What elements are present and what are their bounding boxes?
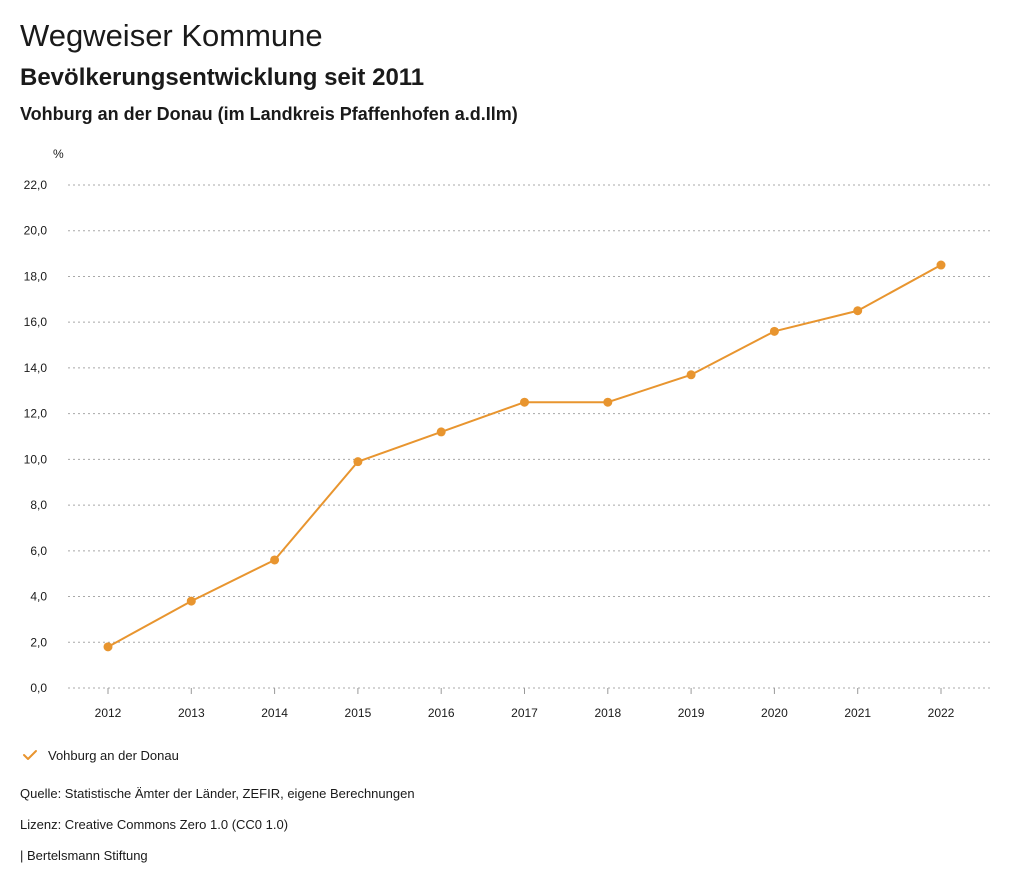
y-axis: 0,0 2,0 4,0 6,0 8,0 10,0 12,0 14,0 16,0 18,0 20,0 2… (24, 178, 48, 695)
data-point[interactable] (853, 306, 863, 316)
grid-lines (68, 184, 990, 689)
y-tick-label: 22,0 (24, 178, 48, 192)
data-point[interactable] (769, 326, 779, 336)
y-tick-label: 6,0 (30, 544, 47, 558)
data-point[interactable] (270, 555, 280, 565)
y-tick-label: 2,0 (30, 635, 47, 649)
y-tick-label: 20,0 (24, 224, 48, 238)
x-tick-label: 2021 (844, 706, 871, 720)
y-tick-label: 10,0 (24, 452, 48, 466)
x-axis: 2012 2013 2014 2015 2016 2017 2018 2019 2020 2021… (95, 688, 955, 720)
chart-subtitle: Bevölkerungsentwicklung seit 2011 (20, 64, 425, 91)
x-tick-label: 2020 (761, 706, 788, 720)
y-tick-label: 18,0 (24, 269, 48, 283)
x-tick-label: 2017 (511, 706, 538, 720)
y-tick-label: 14,0 (24, 361, 48, 375)
legend[interactable]: Vohburg an der Donau (22, 745, 179, 765)
data-point[interactable] (686, 370, 696, 380)
x-tick-label: 2019 (678, 706, 705, 720)
x-tick-label: 2015 (345, 706, 372, 720)
data-point[interactable] (520, 397, 529, 407)
license-note: Lizenz: Creative Commons Zero 1.0 (CC0 1… (20, 817, 289, 832)
data-series (103, 260, 946, 652)
y-tick-label: 12,0 (24, 407, 48, 421)
x-tick-label: 2018 (594, 706, 621, 720)
x-tick-label: 2016 (428, 706, 455, 720)
source-note: Quelle: Statistische Ämter der Länder, Z… (20, 786, 415, 801)
line-chart: % 0,0 2,0 4,0 6,0 8,0 10,0 12,0 14,0 16,0 18,0 20,… (24, 147, 990, 720)
data-point[interactable] (103, 642, 113, 652)
y-tick-label: 4,0 (30, 590, 47, 604)
region-title: Vohburg an der Donau (im Landkreis Pfaff… (20, 104, 518, 124)
x-tick-label: 2013 (178, 706, 205, 720)
legend-label: Vohburg an der Donau (48, 747, 179, 763)
y-tick-label: 0,0 (30, 681, 47, 695)
x-tick-label: 2012 (95, 706, 122, 720)
y-tick-label: 16,0 (24, 315, 48, 329)
page-title: Wegweiser Kommune (20, 18, 323, 53)
data-point[interactable] (936, 260, 946, 270)
x-tick-label: 2014 (261, 706, 288, 720)
y-unit-label: % (53, 147, 64, 161)
data-point[interactable] (603, 397, 613, 407)
y-tick-label: 8,0 (30, 498, 47, 512)
data-point[interactable] (436, 427, 446, 437)
x-tick-label: 2022 (928, 706, 955, 720)
legend-check-icon (23, 750, 37, 760)
publisher-note: | Bertelsmann Stiftung (20, 848, 148, 863)
data-point[interactable] (353, 457, 363, 467)
data-point[interactable] (186, 596, 196, 606)
